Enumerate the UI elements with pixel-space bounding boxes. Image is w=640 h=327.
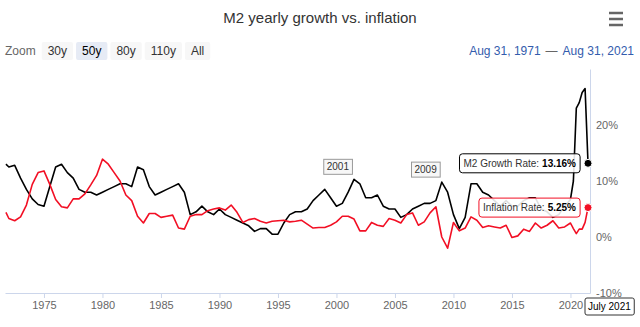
tooltip-box: M2 Growth Rate:13.16% xyxy=(459,154,580,173)
zoom-button[interactable]: 80y xyxy=(110,42,141,60)
tooltip-point xyxy=(584,204,592,212)
tooltip-point xyxy=(584,159,592,167)
zoom-label: Zoom xyxy=(5,44,36,58)
date-range-separator: — xyxy=(546,44,558,58)
tooltip-bg xyxy=(479,198,580,217)
tooltip-label: M2 Growth Rate: xyxy=(463,158,539,169)
tooltip-value: 13.16% xyxy=(542,158,576,169)
x-tick-label: 2000 xyxy=(325,299,349,311)
x-tick: 2005 xyxy=(383,293,407,311)
y-tick: 10% xyxy=(590,175,618,187)
menu-icon-line[interactable] xyxy=(609,18,623,21)
x-tick-label: 1995 xyxy=(266,299,290,311)
series-line xyxy=(6,89,588,235)
x-tick-label: 2015 xyxy=(500,299,524,311)
tooltip-bg xyxy=(459,154,580,173)
y-tick: 20% xyxy=(590,119,618,131)
background xyxy=(0,0,640,327)
x-tick-mark xyxy=(570,293,571,298)
y-tick-label: -10% xyxy=(596,287,622,299)
x-tick-mark xyxy=(336,293,337,298)
x-tick-mark xyxy=(453,293,454,298)
y-tick-label: 10% xyxy=(596,175,618,187)
x-tick: 2015 xyxy=(500,293,524,311)
flag-label: 2009 xyxy=(415,164,438,175)
x-tick: 1980 xyxy=(91,293,115,311)
y-axis-line xyxy=(590,70,591,294)
y-tick-label: 0% xyxy=(596,231,612,243)
tooltip-value: 5.25% xyxy=(548,202,576,213)
x-tick-label: 1985 xyxy=(149,299,173,311)
x-tick-mark xyxy=(44,293,45,298)
menu-icon-line[interactable] xyxy=(609,12,623,15)
title: M2 yearly growth vs. inflation xyxy=(223,9,416,26)
chart-root: M2 yearly growth vs. inflation Zoom 30y 50y… xyxy=(0,0,640,327)
y-tick: -10% xyxy=(590,287,622,299)
crosshair-label: July 2021 xyxy=(585,298,634,315)
plot-area xyxy=(6,89,588,249)
y-tick-label: 20% xyxy=(596,119,618,131)
crosshair-label-text: July 2021 xyxy=(588,301,631,312)
y-axis: -10% 0% 10% 20% xyxy=(590,70,622,300)
x-tick-label: 1990 xyxy=(208,299,232,311)
x-tick: 2000 xyxy=(325,293,349,311)
x-tick: 2010 xyxy=(442,293,466,311)
zoom-button[interactable]: All xyxy=(185,42,210,60)
x-tick-mark xyxy=(102,293,103,298)
zoom-button-label[interactable]: 110y xyxy=(151,44,176,58)
zoom-button-label[interactable]: 30y xyxy=(48,44,67,58)
x-tick-label: 1975 xyxy=(32,299,56,311)
x-tick: 1975 xyxy=(32,293,56,311)
flag-box xyxy=(324,159,353,174)
x-tick-mark xyxy=(512,293,513,298)
x-tick-label: 1980 xyxy=(91,299,115,311)
date-range-to[interactable]: Aug 31, 2021 xyxy=(563,44,635,58)
zoom-button-bg[interactable] xyxy=(145,42,182,60)
menu-icon-line[interactable] xyxy=(609,24,623,27)
zoom-button-label[interactable]: 50y xyxy=(82,44,101,58)
x-tick: 2020 xyxy=(559,293,583,311)
menu-button[interactable] xyxy=(604,8,628,30)
x-tick: 1995 xyxy=(266,293,290,311)
flag-label: 2001 xyxy=(327,161,350,172)
x-tick-mark xyxy=(278,293,279,298)
x-tick-mark xyxy=(395,293,396,298)
x-axis-line xyxy=(6,293,591,294)
flag: 2009 xyxy=(412,162,441,177)
zoom-button[interactable]: 30y xyxy=(42,42,73,60)
zoom-button-bg[interactable] xyxy=(185,42,210,60)
x-tick-label: 2020 xyxy=(559,299,583,311)
date-range-from[interactable]: Aug 31, 1971 xyxy=(469,44,541,58)
y-tick: 0% xyxy=(590,231,612,243)
x-tick-label: 2010 xyxy=(442,299,466,311)
zoom-button[interactable]: 110y xyxy=(145,42,182,60)
flag-box xyxy=(412,162,441,177)
x-axis: 1975 1980 1985 1990 1995 2000 2005 2010 2015 2020 xyxy=(6,293,591,311)
zoom-button-label[interactable]: All xyxy=(191,44,204,58)
tooltip-text: Inflation Rate:5.25% xyxy=(483,202,576,213)
tooltip-text: M2 Growth Rate:13.16% xyxy=(463,158,576,169)
zoom-button[interactable]: 50y xyxy=(76,42,107,60)
x-tick: 1985 xyxy=(149,293,173,311)
tooltip-box: Inflation Rate:5.25% xyxy=(479,198,580,217)
menu-button-bg[interactable] xyxy=(604,8,628,30)
zoom-button-bg[interactable] xyxy=(110,42,141,60)
x-tick-mark xyxy=(219,293,220,298)
date-range: Aug 31, 1971 — Aug 31, 2021 xyxy=(469,44,634,58)
zoom-button-label[interactable]: 80y xyxy=(116,44,135,58)
x-tick-mark xyxy=(161,293,162,298)
tooltip-label: Inflation Rate: xyxy=(483,202,545,213)
zoom-button-bg[interactable] xyxy=(76,42,107,60)
x-tick: 1990 xyxy=(208,293,232,311)
crosshair-label-bg xyxy=(585,298,634,315)
zoom-button-bg[interactable] xyxy=(42,42,73,60)
flag: 2001 xyxy=(324,159,353,174)
x-tick-label: 2005 xyxy=(383,299,407,311)
